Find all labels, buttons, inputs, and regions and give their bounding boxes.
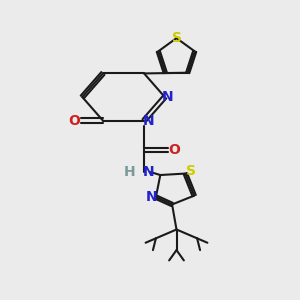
Text: S: S xyxy=(172,31,182,45)
Text: H: H xyxy=(124,165,135,179)
Text: N: N xyxy=(143,165,154,179)
Text: N: N xyxy=(146,190,157,204)
Text: N: N xyxy=(162,90,173,104)
Text: O: O xyxy=(168,143,180,157)
Text: S: S xyxy=(186,164,196,178)
Text: O: O xyxy=(68,114,80,128)
Text: N: N xyxy=(143,114,154,128)
